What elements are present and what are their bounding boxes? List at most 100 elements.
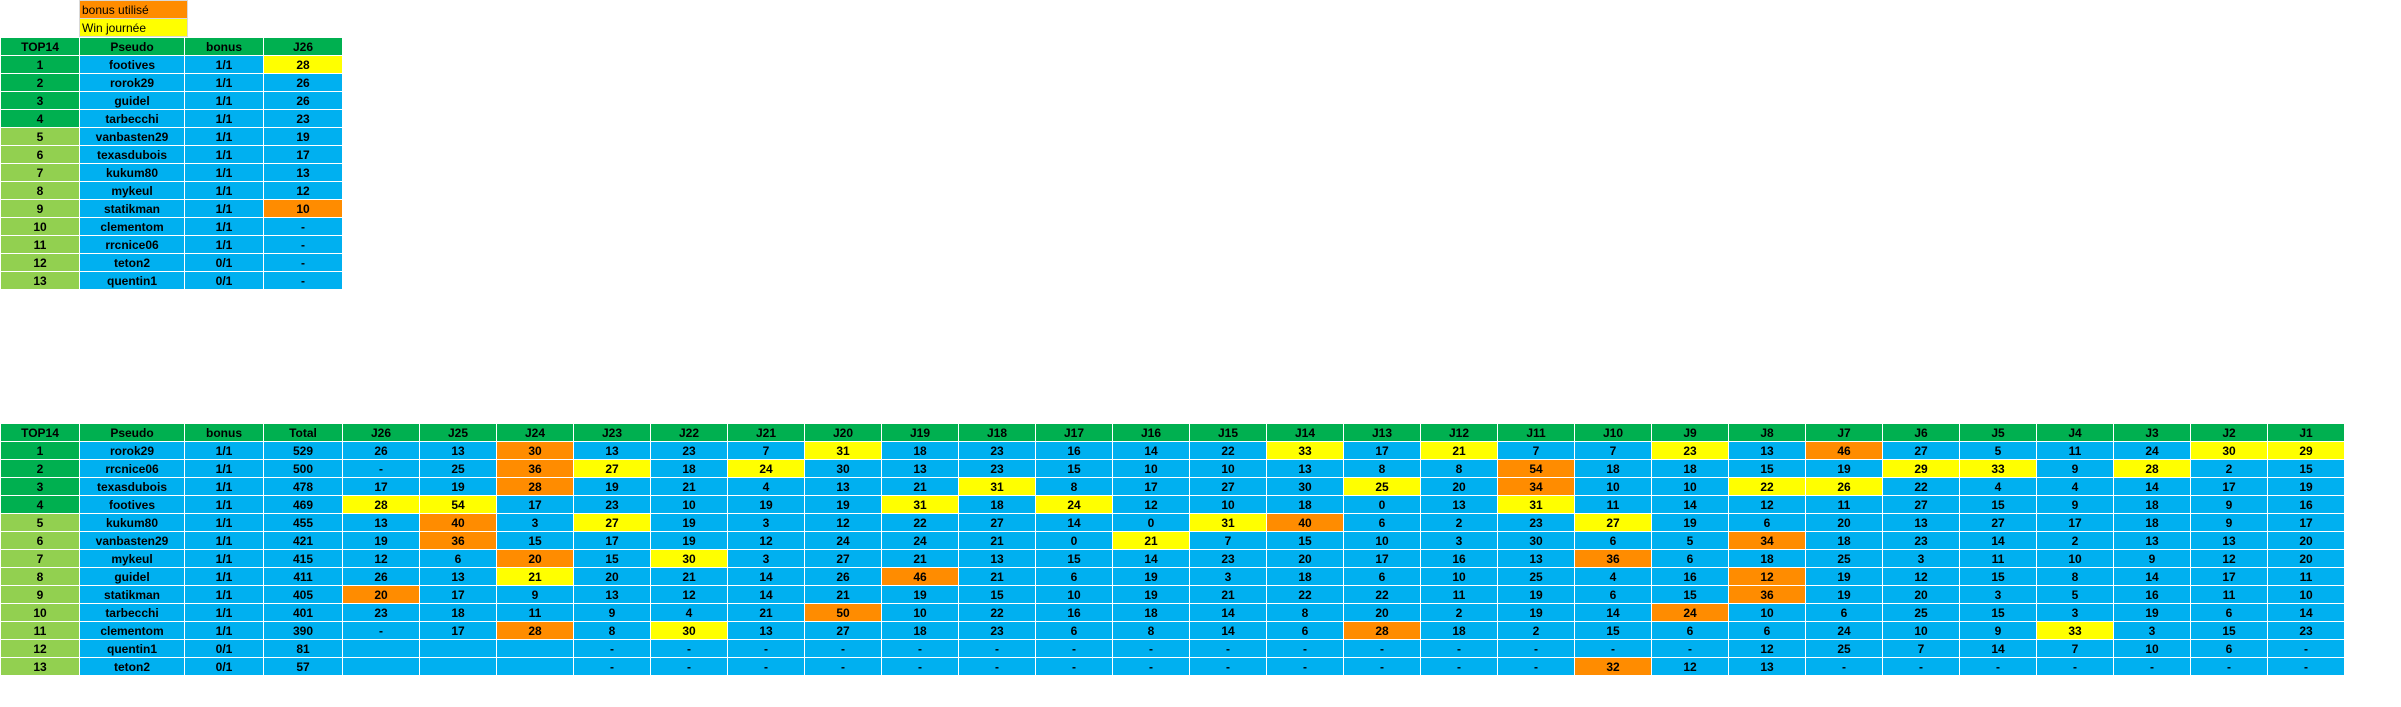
pseudo-cell: mykeul xyxy=(79,181,185,200)
column-header: J6 xyxy=(1882,423,1960,442)
score-cell: 10 xyxy=(1420,567,1498,586)
score-cell: 15 xyxy=(2267,459,2345,478)
table-row: 4 footives 1/1 469 28 54 17 23 10 19 19 31 18 24 12 10 1… xyxy=(0,495,2345,514)
total-cell: 478 xyxy=(263,477,343,496)
table-row: 6 texasdubois 1/1 17 xyxy=(0,145,343,164)
rank-cell: 6 xyxy=(0,145,80,164)
pseudo-cell: rorok29 xyxy=(79,73,185,92)
score-cell: 27 xyxy=(1959,513,2037,532)
score-cell xyxy=(496,657,574,676)
column-header: J21 xyxy=(727,423,805,442)
column-header: J18 xyxy=(958,423,1036,442)
column-header: J10 xyxy=(1574,423,1652,442)
score-cell: 33 xyxy=(1266,441,1344,460)
score-cell: 9 xyxy=(2036,459,2114,478)
pseudo-cell: statikman xyxy=(79,199,185,218)
score-cell: 11 xyxy=(1420,585,1498,604)
score-cell: 21 xyxy=(881,477,959,496)
score-cell: 14 xyxy=(2113,477,2191,496)
score-cell: 6 xyxy=(1728,513,1806,532)
bonus-cell: 0/1 xyxy=(184,271,264,290)
score-cell: 5 xyxy=(1651,531,1729,550)
score-cell: 4 xyxy=(1574,567,1652,586)
score-cell: - xyxy=(1343,639,1421,658)
rank-cell: 6 xyxy=(0,531,80,550)
score-cell: 15 xyxy=(1959,603,2037,622)
score-cell: 46 xyxy=(1805,441,1883,460)
rank-cell: 5 xyxy=(0,513,80,532)
score-cell: 19 xyxy=(1112,585,1190,604)
score-cell: 16 xyxy=(1035,441,1113,460)
score-cell: 8 xyxy=(2036,567,2114,586)
score-cell xyxy=(342,657,420,676)
score-cell: 18 xyxy=(1112,603,1190,622)
table-row: 12 quentin1 0/1 81- - - - - - - - - - - - - - -12 25 7 14 7 10… xyxy=(0,639,2345,658)
pseudo-cell: texasdubois xyxy=(79,477,185,496)
table-row: 5 kukum80 1/1 455 13 40 3 27 19 3 12 22 27 14 0 31 40 6 2 2… xyxy=(0,513,2345,532)
score-cell: - xyxy=(1266,639,1344,658)
score-cell: 19 xyxy=(342,531,420,550)
score-cell: 21 xyxy=(650,477,728,496)
score-cell: 28 xyxy=(1343,621,1421,640)
score-cell: 9 xyxy=(2190,513,2268,532)
score-cell: 23 xyxy=(342,603,420,622)
column-header: J13 xyxy=(1343,423,1421,442)
bonus-cell: 1/1 xyxy=(184,109,264,128)
score-cell: 33 xyxy=(2036,621,2114,640)
score-cell: 24 xyxy=(2113,441,2191,460)
score-cell: - xyxy=(727,639,805,658)
pseudo-cell: rrcnice06 xyxy=(79,459,185,478)
pseudo-cell: clementom xyxy=(79,621,185,640)
legend: bonus utilisé Win journée xyxy=(79,0,188,37)
legend-win-label: Win journée xyxy=(79,18,188,37)
score-cell xyxy=(419,657,497,676)
score-cell: - xyxy=(650,657,728,676)
score-cell: 15 xyxy=(1574,621,1652,640)
score-cell: 22 xyxy=(1189,441,1267,460)
score-cell: - xyxy=(804,657,882,676)
score-cell: - xyxy=(1420,639,1498,658)
bonus-cell: 1/1 xyxy=(184,145,264,164)
header-row: TOP14 Pseudo bonus J26 xyxy=(0,37,343,56)
score-cell: 15 xyxy=(958,585,1036,604)
score-cell: - xyxy=(2190,657,2268,676)
column-header: J24 xyxy=(496,423,574,442)
pseudo-cell: vanbasten29 xyxy=(79,127,185,146)
score-cell: 31 xyxy=(1497,495,1575,514)
score-cell: 15 xyxy=(1959,567,2037,586)
rank-cell: 11 xyxy=(0,235,80,254)
score-cell: - xyxy=(1959,657,2037,676)
score-cell: 30 xyxy=(650,621,728,640)
score-cell: 13 xyxy=(1497,549,1575,568)
total-cell: 415 xyxy=(263,549,343,568)
rank-cell: 3 xyxy=(0,91,80,110)
score-cell: 6 xyxy=(1266,621,1344,640)
score-cell: 12 xyxy=(342,549,420,568)
score-cell: 13 xyxy=(419,441,497,460)
rank-cell: 13 xyxy=(0,271,80,290)
score-cell: 10 xyxy=(1189,495,1267,514)
score-cell: 9 xyxy=(573,603,651,622)
score-cell: 19 xyxy=(263,127,343,146)
score-cell: 6 xyxy=(1574,531,1652,550)
score-cell: 10 xyxy=(1035,585,1113,604)
score-cell: 6 xyxy=(1651,549,1729,568)
score-cell: - xyxy=(1574,639,1652,658)
score-cell: 17 xyxy=(1343,549,1421,568)
score-cell: 13 xyxy=(342,513,420,532)
score-cell: - xyxy=(1189,657,1267,676)
table-row: 11 rrcnice06 1/1- xyxy=(0,235,343,254)
score-cell: 15 xyxy=(496,531,574,550)
score-cell: 16 xyxy=(2267,495,2345,514)
bonus-cell: 1/1 xyxy=(184,585,264,604)
score-cell: 27 xyxy=(1574,513,1652,532)
score-cell: 13 xyxy=(1420,495,1498,514)
score-cell: 21 xyxy=(650,567,728,586)
score-cell: 10 xyxy=(1574,477,1652,496)
score-cell: 14 xyxy=(1651,495,1729,514)
score-cell: 18 xyxy=(1805,531,1883,550)
score-cell: 14 xyxy=(1189,603,1267,622)
score-cell: - xyxy=(1882,657,1960,676)
score-cell: 36 xyxy=(419,531,497,550)
score-cell: 19 xyxy=(650,531,728,550)
